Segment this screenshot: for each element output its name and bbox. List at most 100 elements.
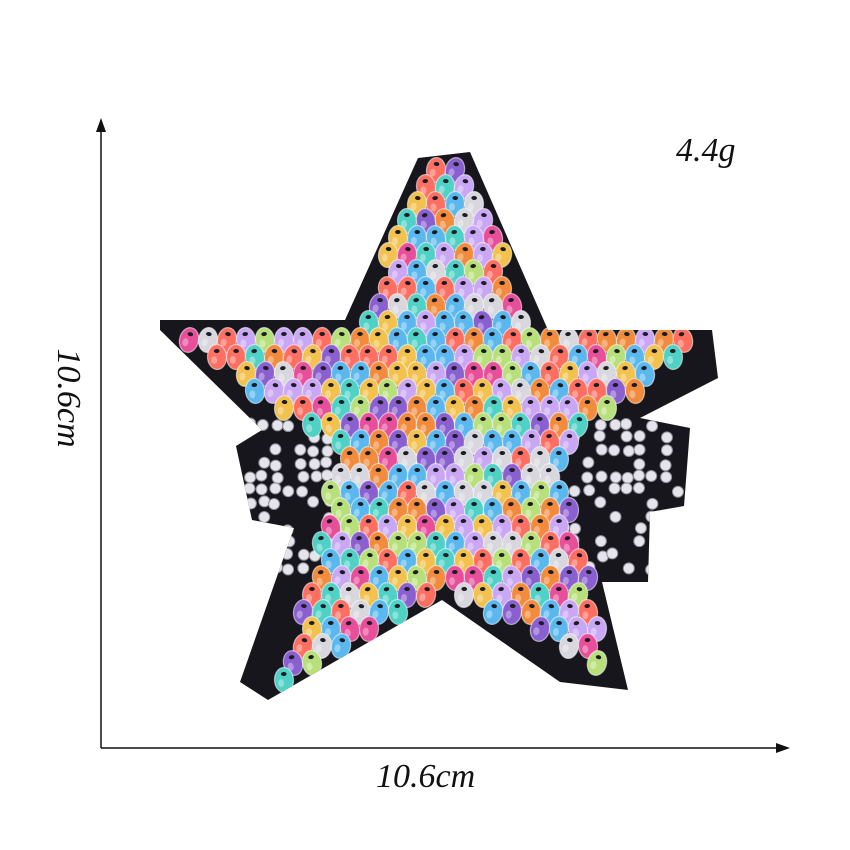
silver-sequin (283, 535, 296, 548)
silver-sequin (661, 548, 674, 561)
sequin (415, 582, 437, 608)
silver-sequin (271, 534, 284, 547)
sequin (586, 650, 608, 676)
sequin (501, 598, 523, 626)
silver-sequin (244, 497, 257, 510)
silver-sequin (268, 524, 281, 537)
silver-sequin (307, 495, 320, 508)
silver-sequin (581, 471, 594, 484)
silver-sequin (583, 484, 596, 497)
dimension-axes (96, 118, 790, 753)
silver-sequin (269, 459, 282, 472)
silver-sequin (307, 445, 320, 458)
silver-sequin (257, 524, 270, 537)
silver-sequin (271, 419, 284, 432)
silver-sequin (633, 458, 646, 471)
sequin (273, 394, 295, 422)
silver-sequin (244, 549, 257, 562)
silver-sequin (242, 524, 255, 537)
silver-sequin (582, 456, 595, 469)
silver-sequin (320, 456, 333, 469)
silver-sequin (321, 445, 334, 458)
star-patch (160, 152, 718, 700)
weight-label: 4.4g (676, 132, 736, 169)
height-label: 10.6cm (50, 348, 87, 448)
sequin (548, 615, 570, 643)
silver-sequin (645, 470, 658, 483)
silver-sequin (308, 458, 321, 471)
silver-sequin (593, 430, 606, 443)
sequin (178, 327, 200, 353)
silver-sequin (569, 522, 582, 535)
width-label: 10.6cm (376, 758, 476, 795)
silver-sequin (281, 547, 294, 560)
silver-sequin (568, 485, 581, 498)
silver-sequin (674, 535, 687, 548)
sequin (330, 633, 352, 659)
silver-sequin (244, 417, 257, 430)
silver-sequin (296, 485, 309, 498)
silver-sequin (297, 470, 310, 483)
sequin (472, 581, 494, 609)
silver-sequin (282, 563, 295, 576)
silver-sequin (255, 483, 268, 496)
silver-sequin (608, 444, 621, 457)
silver-sequin (294, 443, 307, 456)
silver-sequin (595, 443, 608, 456)
sequin (244, 377, 266, 405)
sequin (596, 394, 618, 422)
silver-sequin (622, 562, 635, 575)
silver-sequin (645, 563, 658, 576)
silver-sequin (622, 445, 635, 458)
silver-sequin (608, 482, 621, 495)
silver-sequin (269, 443, 282, 456)
silver-sequin (268, 497, 281, 510)
silver-sequin (243, 482, 256, 495)
sequin (273, 666, 295, 694)
silver-sequin (271, 472, 284, 485)
silver-sequin (282, 485, 295, 498)
silver-sequin (606, 547, 619, 560)
silver-sequin (633, 443, 646, 456)
silver-sequin (609, 510, 622, 523)
silver-sequin (633, 430, 646, 443)
silver-sequin (620, 482, 633, 495)
silver-sequin (255, 547, 268, 560)
silver-sequin (645, 510, 658, 523)
silver-sequin (297, 562, 310, 575)
silver-sequin (660, 444, 673, 457)
silver-sequin (646, 420, 659, 433)
silver-sequin (660, 431, 673, 444)
silver-sequin (634, 522, 647, 535)
sequin (624, 377, 646, 405)
silver-sequin (269, 549, 282, 562)
silver-sequin (294, 457, 307, 470)
silver-sequin (594, 535, 607, 548)
horizontal-axis-arrow-icon (776, 743, 790, 753)
silver-sequin (594, 496, 607, 509)
silver-sequin (256, 419, 269, 432)
sequin (206, 343, 228, 371)
silver-sequin (661, 560, 674, 573)
silver-sequin (609, 471, 622, 484)
vertical-axis-arrow-icon (96, 118, 106, 132)
silver-sequin (620, 430, 633, 443)
silver-sequin (258, 511, 271, 524)
silver-sequin (671, 548, 684, 561)
colorful-sequins (178, 156, 694, 694)
silver-sequin (632, 482, 645, 495)
silver-sequin (281, 524, 294, 537)
sequin (425, 428, 447, 456)
sequin (662, 343, 684, 371)
silver-sequin (609, 418, 622, 431)
silver-sequin (660, 471, 673, 484)
silver-sequin (671, 485, 684, 498)
silver-sequin (258, 456, 271, 469)
silver-sequin (594, 418, 607, 431)
silver-sequin (595, 470, 608, 483)
silver-sequin (282, 420, 295, 433)
silver-sequin (269, 482, 282, 495)
silver-sequin (297, 548, 310, 561)
